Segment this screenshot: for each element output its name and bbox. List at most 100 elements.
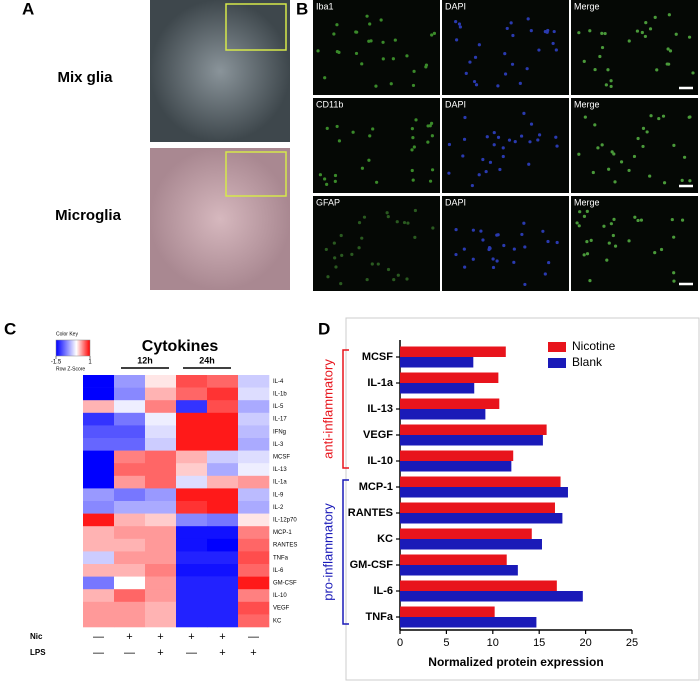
heatmap-cell <box>114 375 146 388</box>
heatmap-cell <box>114 463 146 477</box>
cell <box>593 123 597 127</box>
cell <box>613 180 617 184</box>
cell <box>461 154 465 158</box>
cell <box>371 127 375 131</box>
heatmap-cell <box>145 450 177 464</box>
x-tick-label: 20 <box>579 637 591 649</box>
bar <box>400 565 518 576</box>
heatmap-cell <box>207 463 239 477</box>
cell <box>520 232 524 237</box>
micrograph <box>150 148 290 290</box>
condition-sign: — <box>248 631 259 643</box>
cell <box>643 34 647 39</box>
category-label: MCP-1 <box>359 481 393 493</box>
row-label: IL-10 <box>273 593 287 599</box>
heatmap-cell <box>176 438 208 451</box>
channel-label: DAPI <box>445 197 466 207</box>
color-key-label: Row Z-Score <box>56 366 85 372</box>
cell <box>613 244 618 248</box>
cell <box>496 84 500 88</box>
cell <box>411 136 415 140</box>
cell <box>680 178 684 182</box>
cell <box>367 158 371 162</box>
cell <box>402 220 407 225</box>
cell <box>481 238 485 242</box>
micrograph <box>571 98 698 193</box>
cell <box>582 253 586 257</box>
heatmap-cell <box>238 601 270 615</box>
micrograph <box>313 196 440 291</box>
condition-sign: + <box>219 647 225 659</box>
cell <box>374 84 378 88</box>
cell <box>653 15 657 19</box>
category-label: TNFa <box>366 611 394 623</box>
cell <box>406 221 410 225</box>
cell <box>640 30 644 35</box>
cell <box>682 155 687 159</box>
cell <box>635 29 640 33</box>
condition-label: LPS <box>30 648 46 657</box>
row-label: IL-17 <box>273 417 287 423</box>
heatmap-cell <box>83 475 115 489</box>
cell <box>505 26 509 31</box>
cell <box>326 275 330 279</box>
heatmap-cell <box>145 488 177 502</box>
cell <box>367 39 371 43</box>
heatmap-cell <box>176 450 208 464</box>
cell <box>627 168 631 173</box>
micrograph <box>150 0 290 142</box>
heatmap-cell <box>238 513 270 527</box>
legend-swatch <box>548 358 566 368</box>
row-label: IL-3 <box>273 442 284 448</box>
cell <box>430 33 434 37</box>
heatmap-cell <box>238 412 270 426</box>
heatmap-cell <box>176 412 208 426</box>
channel-label: CD11b <box>316 99 343 109</box>
cell <box>471 228 475 232</box>
cell <box>641 126 646 130</box>
heatmap-cell <box>145 412 177 426</box>
row-label: IL-1b <box>273 391 287 397</box>
cell <box>325 182 329 187</box>
cell <box>537 48 541 52</box>
heatmap-cell <box>176 488 208 502</box>
cell <box>379 18 383 22</box>
cell <box>325 126 329 130</box>
heatmap-cell <box>238 438 270 451</box>
heatmap-cell <box>207 488 239 502</box>
legend-label: Nicotine <box>572 339 616 353</box>
bar <box>400 528 532 539</box>
heatmap-cell <box>145 614 177 628</box>
cell <box>391 57 395 61</box>
heatmap-cell <box>83 412 115 426</box>
cell <box>680 218 685 222</box>
heatmap-cell <box>238 564 270 577</box>
heatmap-cell <box>114 438 146 451</box>
bar <box>400 476 561 487</box>
cell <box>410 126 414 131</box>
cell <box>644 21 648 25</box>
cell <box>552 29 556 34</box>
cell <box>511 33 515 38</box>
cell <box>471 257 475 261</box>
channel-label: DAPI <box>445 99 466 109</box>
column-group-label: 12h <box>137 355 153 365</box>
cell <box>411 83 416 88</box>
cell <box>447 142 452 147</box>
channel-label: Merge <box>574 1 600 11</box>
condition-sign: + <box>250 647 256 659</box>
cell <box>332 32 336 36</box>
heatmap-cell <box>207 576 239 590</box>
category-label: IL-6 <box>373 585 393 597</box>
heatmap-cell <box>238 400 270 414</box>
cell <box>522 221 526 225</box>
row-label: IL-12p70 <box>273 517 297 523</box>
cell <box>612 217 616 221</box>
cell <box>546 28 550 33</box>
cell <box>354 51 359 56</box>
cell <box>395 220 399 224</box>
cell <box>596 146 600 150</box>
cell <box>430 134 434 138</box>
heatmap-cell <box>145 589 177 603</box>
row-label: GM-CSF <box>273 580 297 586</box>
